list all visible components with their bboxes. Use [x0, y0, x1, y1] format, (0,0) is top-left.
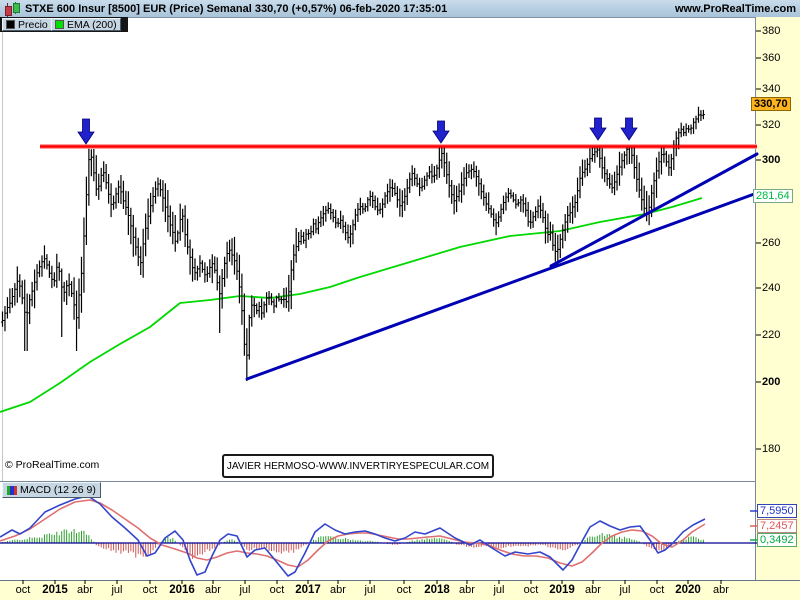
- down-arrow-annotation-1[interactable]: [77, 118, 95, 145]
- price-axis-label: 320: [762, 119, 781, 131]
- down-arrow-annotation-3[interactable]: [589, 117, 607, 141]
- histogram-value-tag: 0,3492: [757, 533, 797, 547]
- time-axis-year-label: 2019: [549, 584, 575, 596]
- time-axis-month-label: oct: [396, 584, 412, 596]
- time-axis-month-label: abr: [459, 584, 475, 596]
- prorealtime-site-label: www.ProRealTime.com: [674, 2, 796, 15]
- time-axis-month-label: jul: [619, 584, 631, 596]
- ema-200-line[interactable]: [0, 197, 703, 413]
- time-axis-month-label: abr: [77, 584, 93, 596]
- watermark-box: JAVIER HERMOSO-WWW.INVERTIRYESPECULAR.CO…: [222, 454, 494, 478]
- price-axis-label: 220: [762, 329, 781, 341]
- time-axis-month-label: abr: [330, 584, 346, 596]
- price-axis-label: 260: [762, 237, 781, 249]
- time-axis-month-label: jul: [239, 584, 251, 596]
- current-price-tag: 330,70: [751, 97, 791, 111]
- legend-chip-price[interactable]: Precio: [2, 18, 52, 31]
- time-axis-month-label: jul: [364, 584, 376, 596]
- macd-signal-line: [0, 499, 706, 568]
- time-axis-year-label: 2015: [42, 584, 68, 596]
- down-arrow-annotation-4[interactable]: [620, 117, 638, 141]
- price-axis-label: 340: [762, 83, 781, 95]
- ema-legend-label: EMA (200): [67, 18, 117, 31]
- title-bar: STXE 600 Insur [8500] EUR (Price) Semana…: [0, 0, 800, 18]
- ema-swatch: [55, 20, 64, 29]
- price-axis-label: 300: [762, 154, 781, 166]
- copyright-label: © ProRealTime.com: [5, 459, 100, 471]
- time-axis-month-label: abr: [713, 584, 729, 596]
- price-axis-label: 360: [762, 52, 781, 64]
- trendline-2[interactable]: [549, 152, 759, 268]
- panel-separator: [0, 481, 756, 482]
- price-legend-label: Precio: [18, 18, 48, 31]
- macd-histogram-negative: [95, 543, 675, 559]
- time-axis-month-label: abr: [205, 584, 221, 596]
- time-axis-year-label: 2020: [675, 584, 701, 596]
- time-axis-ticks: [22, 580, 722, 584]
- time-axis-year-label: 2018: [424, 584, 450, 596]
- time-axis-month-label: oct: [523, 584, 539, 596]
- macd-value-tag: 7,5950: [757, 504, 797, 518]
- price-open-close-ticks: [0, 114, 706, 356]
- time-axis-year-label: 2016: [169, 584, 195, 596]
- ema-value-tag: 281,64: [753, 189, 793, 203]
- down-arrow-annotation-2[interactable]: [432, 120, 450, 144]
- time-axis-month-label: jul: [493, 584, 505, 596]
- time-axis-month-label: oct: [15, 584, 31, 596]
- macd-swatch-icon: [7, 485, 17, 495]
- candles-icon: [3, 2, 21, 17]
- time-axis-month-label: oct: [269, 584, 285, 596]
- chart-title: STXE 600 Insur [8500] EUR (Price) Semana…: [25, 2, 448, 15]
- price-axis-label: 200: [762, 376, 781, 388]
- macd-histogram-positive: [2, 529, 704, 543]
- time-axis[interactable]: [0, 580, 800, 600]
- price-axis-label: 240: [762, 282, 781, 294]
- signal-value-tag: 7,2457: [757, 519, 797, 533]
- trendline-1[interactable]: [245, 191, 759, 381]
- macd-legend-label: MACD (12 26 9): [20, 484, 96, 496]
- price-axis-label: 380: [762, 25, 781, 37]
- plot-left-border: [2, 17, 3, 481]
- time-axis-month-label: jul: [111, 584, 123, 596]
- price-swatch: [6, 20, 15, 29]
- legend-strip: Precio EMA (200): [0, 17, 128, 32]
- time-axis-month-label: abr: [585, 584, 601, 596]
- legend-chip-macd[interactable]: MACD (12 26 9): [2, 482, 101, 498]
- price-axis-label: 180: [762, 443, 781, 455]
- price-axis-ticks: [756, 30, 761, 450]
- macd-line: [0, 495, 706, 577]
- price-axis[interactable]: [755, 17, 800, 581]
- time-axis-month-label: oct: [142, 584, 158, 596]
- time-axis-month-label: oct: [649, 584, 665, 596]
- time-axis-year-label: 2017: [295, 584, 321, 596]
- legend-chip-ema[interactable]: EMA (200): [51, 18, 121, 31]
